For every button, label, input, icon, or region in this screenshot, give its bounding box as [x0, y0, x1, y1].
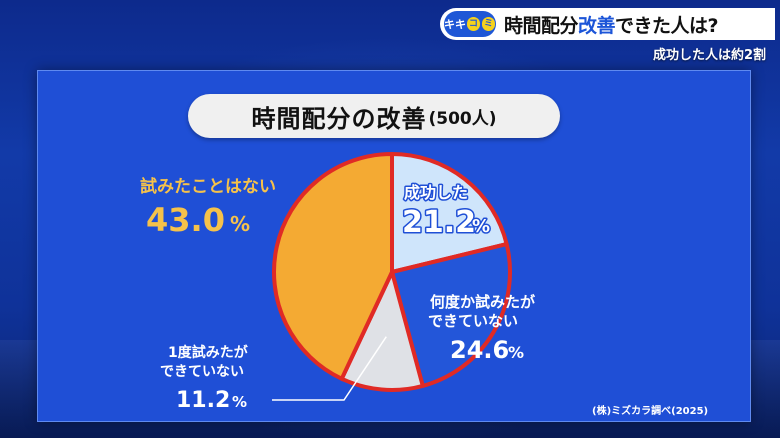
- logo-char: コ: [467, 17, 480, 31]
- slice-label: 1度試みたが: [168, 344, 249, 361]
- pie-slice: [339, 270, 425, 392]
- logo-char: キ: [455, 18, 466, 31]
- slice-label: 試みたことはない: [140, 176, 276, 197]
- slice-label: 何度か試みたが: [430, 293, 536, 311]
- chart-title-pill: 時間配分の改善 (500人): [188, 94, 560, 138]
- slice-label: できていない: [160, 364, 244, 380]
- header-title: 時間配分改善できた人は?: [504, 11, 719, 38]
- kikikomi-logo: キ キ コ ミ: [444, 11, 496, 37]
- pie-slice: [390, 152, 509, 274]
- logo-char: ミ: [482, 17, 495, 31]
- chart-title: 時間配分の改善: [251, 104, 427, 133]
- pie-slice: [390, 242, 512, 388]
- header-title-highlight: 改善: [578, 14, 616, 37]
- slice-unit: %: [472, 216, 490, 237]
- header-banner: キ キ コ ミ 時間配分改善できた人は?: [440, 8, 775, 40]
- slice-value: 24.6: [450, 336, 509, 364]
- slice-value: 21.2: [402, 205, 476, 240]
- slice-label: 成功した: [404, 183, 468, 202]
- pie-slice: [272, 152, 394, 381]
- logo-char: キ: [444, 18, 455, 31]
- slice-unit: %: [508, 343, 524, 362]
- slice-label: できていない: [428, 312, 518, 330]
- slice-unit: %: [230, 212, 250, 236]
- leader-line: [272, 336, 387, 401]
- source-note: (株)ミズカラ調べ(2025): [592, 406, 709, 417]
- header-subtitle: 成功した人は約2割: [652, 48, 766, 63]
- header-title-part1: 時間配分: [504, 14, 579, 37]
- chart-subtitle: (500人): [428, 108, 497, 129]
- slice-value: 43.0: [146, 201, 225, 239]
- slice-unit: %: [232, 393, 247, 411]
- header-title-part2: できた人は?: [615, 14, 719, 37]
- slice-value: 11.2: [176, 388, 230, 413]
